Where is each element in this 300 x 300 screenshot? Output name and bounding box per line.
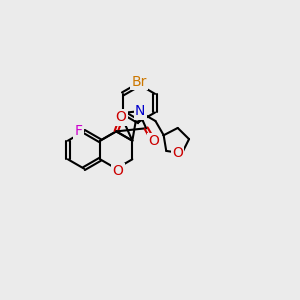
Text: O: O [112, 164, 123, 178]
Text: N: N [135, 104, 145, 118]
Text: O: O [148, 134, 159, 148]
Text: O: O [116, 110, 126, 124]
Text: O: O [172, 146, 183, 160]
Text: F: F [75, 124, 83, 138]
Text: Br: Br [131, 75, 147, 88]
